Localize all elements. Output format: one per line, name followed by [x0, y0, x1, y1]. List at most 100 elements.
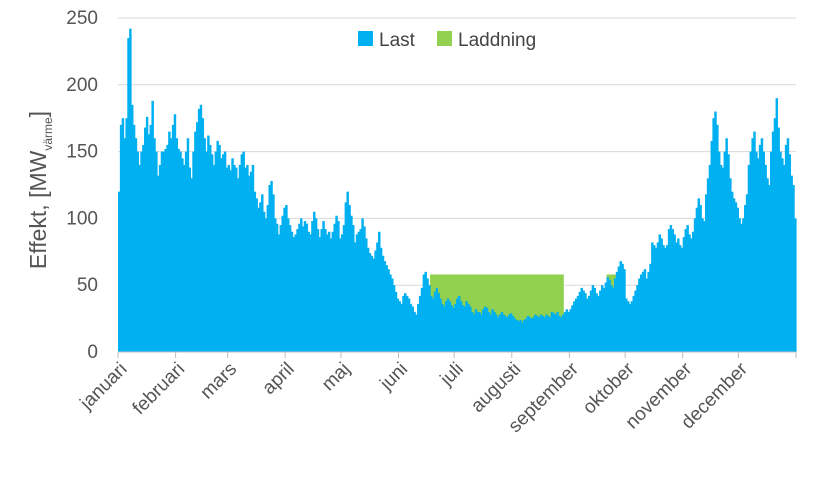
load-bar-day-272 [623, 269, 626, 352]
load-bar-day-188 [467, 303, 470, 352]
load-bar-day-52 [214, 151, 218, 352]
load-bar-day-51 [212, 164, 216, 352]
load-bar-day-160 [415, 314, 418, 352]
x-tick-label-mars: mars [196, 359, 241, 404]
load-bar-day-225 [535, 315, 539, 352]
load-bar-day-155 [405, 295, 409, 352]
y-tick-label-250: 250 [66, 8, 98, 29]
load-bar-day-157 [409, 303, 413, 352]
load-bar-day-193 [476, 311, 479, 352]
load-bar-day-90 [285, 205, 288, 352]
load-bar-day-229 [543, 317, 546, 352]
load-bar-day-241 [565, 309, 569, 352]
load-bar-day-321 [714, 111, 717, 353]
load-bar-day-42 [196, 122, 199, 352]
load-bar-day-13 [142, 144, 145, 352]
load-bar-day-53 [216, 140, 219, 352]
load-bar-day-70 [248, 175, 251, 352]
load-bar-day-116 [333, 223, 336, 352]
load-bar-day-283 [643, 269, 647, 352]
load-bar-day-178 [448, 301, 452, 352]
load-bar-day-5 [127, 38, 130, 352]
load-layer [118, 28, 797, 353]
load-bar-day-267 [613, 278, 617, 352]
load-bar-day-84 [274, 218, 277, 352]
load-bar-day-206 [500, 311, 504, 352]
load-bar-day-89 [283, 207, 286, 352]
load-bar-day-185 [461, 305, 465, 352]
load-bar-day-88 [281, 215, 284, 352]
load-bar-day-201 [491, 309, 494, 352]
load-bar-day-331 [732, 198, 736, 352]
load-bar-day-304 [682, 237, 686, 352]
load-bar-day-64 [236, 178, 240, 352]
load-bar-day-300 [675, 242, 678, 352]
load-bar-day-360 [786, 138, 790, 352]
load-bar-day-37 [186, 138, 190, 352]
load-bar-day-156 [407, 298, 411, 352]
load-bar-day-76 [259, 202, 262, 352]
load-bar-day-149 [394, 291, 398, 352]
load-bar-day-107 [316, 229, 320, 352]
load-bar-day-292 [660, 238, 663, 352]
load-bar-day-295 [665, 245, 669, 352]
load-bar-day-197 [483, 306, 487, 352]
load-bar-day-218 [522, 319, 526, 352]
load-bar-day-58 [225, 167, 229, 352]
load-bar-day-256 [593, 287, 596, 352]
load-bar-day-340 [749, 151, 753, 352]
load-bar-day-222 [530, 318, 533, 352]
load-bar-day-99 [301, 226, 305, 352]
load-bar-day-252 [586, 298, 589, 352]
load-bar-day-320 [712, 118, 715, 352]
load-bar-day-274 [626, 301, 630, 352]
load-bar-day-186 [463, 306, 466, 352]
load-bar-day-237 [558, 315, 561, 352]
load-bar-day-59 [227, 164, 231, 352]
load-bar-day-54 [218, 144, 221, 352]
load-bar-day-101 [305, 223, 309, 352]
load-bar-day-228 [541, 315, 544, 352]
load-bar-day-306 [686, 225, 689, 352]
load-bar-day-264 [608, 279, 611, 352]
load-bar-day-123 [346, 191, 349, 352]
load-bar-day-146 [389, 274, 392, 352]
x-tick-label-maj: maj [318, 359, 355, 396]
load-bar-day-336 [742, 218, 745, 352]
load-bar-day-261 [602, 287, 606, 352]
load-bar-day-301 [677, 238, 680, 352]
load-bar-day-353 [773, 118, 777, 352]
load-bar-day-253 [587, 295, 591, 352]
load-bar-day-226 [537, 317, 541, 352]
x-tick-label-februari: februari [129, 359, 189, 419]
load-bar-day-165 [424, 271, 427, 352]
load-bar-day-62 [233, 164, 236, 352]
load-bar-day-2 [121, 118, 125, 352]
load-bar-day-60 [229, 170, 232, 352]
load-bar-day-247 [576, 295, 580, 352]
load-bar-day-129 [357, 231, 361, 352]
load-bar-day-32 [177, 148, 180, 352]
load-bar-day-231 [547, 315, 550, 352]
load-bar-day-168 [430, 295, 433, 352]
load-bar-day-269 [617, 266, 621, 352]
load-bar-day-73 [253, 191, 257, 352]
load-bar-day-36 [184, 151, 188, 352]
load-bar-day-187 [465, 301, 468, 352]
load-bar-day-113 [327, 231, 331, 352]
load-bar-day-148 [392, 285, 396, 352]
load-bar-day-17 [149, 124, 153, 352]
y-axis-title: Effekt, [MWvärme] [25, 111, 55, 269]
load-bar-day-91 [287, 218, 290, 352]
y-axis-title-main: Effekt, [MW [25, 150, 51, 269]
load-bar-day-135 [368, 253, 372, 352]
load-bar-day-66 [240, 154, 244, 352]
load-bar-day-219 [524, 318, 528, 352]
load-bar-day-196 [482, 309, 485, 352]
legend-label-last: Last [379, 30, 416, 51]
load-bar-day-92 [288, 225, 292, 352]
load-bar-day-309 [691, 231, 695, 352]
load-bar-day-111 [324, 229, 327, 352]
load-bar-day-159 [413, 311, 416, 352]
load-bar-day-171 [435, 287, 439, 352]
